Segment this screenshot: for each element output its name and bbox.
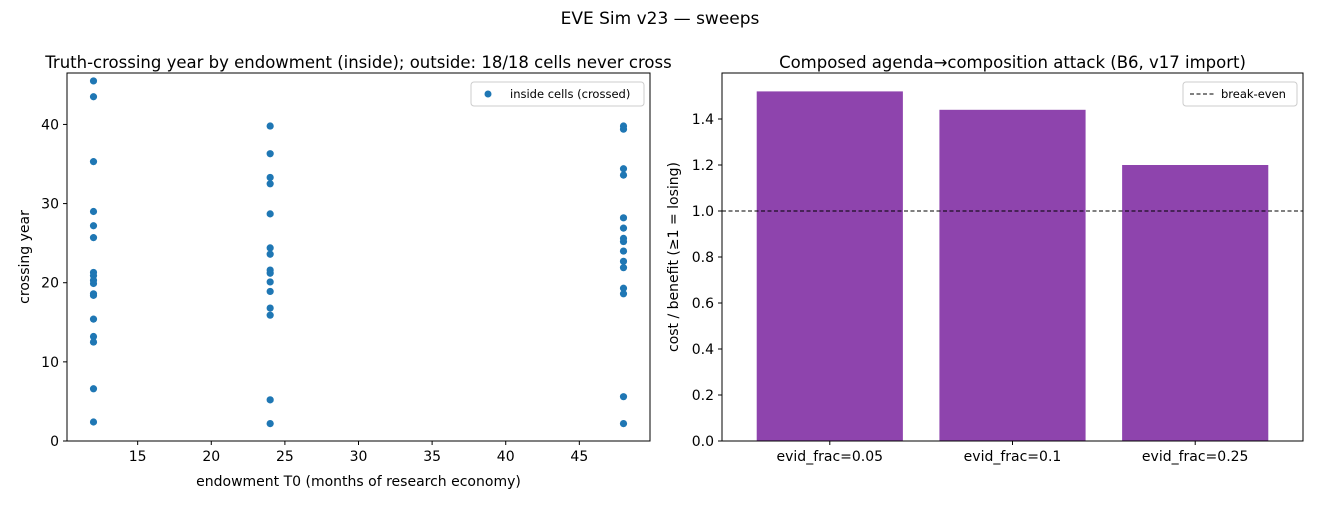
scatter-x-tick-label: 25 [276, 449, 294, 465]
scatter-point [619, 214, 628, 222]
scatter-legend: inside cells (crossed) [470, 81, 645, 107]
bar-y-tick-label: 0.0 [692, 434, 714, 450]
scatter-point [266, 244, 274, 252]
scatter-point [266, 269, 274, 277]
bar-y-tick-label: 0.6 [692, 296, 714, 312]
bar-x-axis: evid_frac=0.05 evid_frac=0.1 evid_frac=0.2… [777, 441, 1249, 465]
scatter-point [89, 93, 98, 101]
scatter-point [266, 304, 274, 312]
scatter-x-tick-label: 20 [202, 449, 220, 465]
scatter-point [266, 278, 274, 286]
scatter-point [266, 287, 274, 296]
bar-category-label: evid_frac=0.25 [1142, 449, 1249, 465]
figure-suptitle: EVE Sim v23 — sweeps [561, 9, 760, 29]
scatter-point [619, 247, 628, 255]
scatter-ylabel: crossing year [17, 210, 33, 304]
scatter-point [266, 419, 274, 428]
bar [939, 109, 1086, 442]
scatter-point [89, 315, 98, 323]
scatter-point [266, 210, 274, 218]
bar-y-tick-label: 0.8 [692, 250, 714, 266]
scatter-point [619, 290, 628, 298]
bar-legend-box [1182, 81, 1298, 107]
scatter-x-tick-label: 45 [570, 449, 588, 465]
scatter-x-tick-label: 35 [423, 449, 441, 465]
scatter-y-tick-label: 10 [41, 355, 59, 371]
bar-series [756, 91, 1269, 442]
scatter-y-axis: 0 10 20 30 40 [41, 117, 67, 450]
scatter-point [266, 396, 274, 404]
scatter-legend-box [470, 81, 645, 107]
scatter-legend-marker [484, 90, 492, 98]
scatter-point [619, 419, 628, 428]
scatter-y-tick-label: 40 [41, 117, 59, 133]
bar-chart: Composed agenda→composition attack (B6, … [666, 53, 1304, 465]
scatter-point [89, 222, 98, 230]
scatter-xlabel: endowment T0 (months of research economy… [196, 474, 521, 490]
scatter-points [89, 77, 628, 428]
bar-y-tick-label: 1.4 [692, 112, 714, 128]
bar-category-label: evid_frac=0.05 [777, 449, 884, 465]
bar-legend: break-even [1182, 81, 1298, 107]
bar-y-axis: 0.0 0.2 0.4 0.6 0.8 1.0 1.2 1.4 [692, 112, 722, 450]
scatter-point [89, 332, 98, 341]
scatter-point [266, 311, 274, 319]
scatter-point [619, 224, 628, 232]
bar-y-tick-label: 1.2 [692, 158, 714, 174]
bar [756, 91, 903, 442]
scatter-point [89, 418, 98, 426]
scatter-y-tick-label: 20 [41, 276, 59, 292]
scatter-chart: Truth-crossing year by endowment (inside… [17, 53, 672, 490]
scatter-point [266, 180, 274, 188]
scatter-point [619, 393, 628, 401]
scatter-point [89, 158, 98, 166]
scatter-point [89, 291, 98, 299]
scatter-point [619, 171, 628, 179]
bar [1122, 165, 1269, 441]
scatter-point [266, 173, 274, 182]
bar-ylabel: cost / benefit (≥1 = losing) [666, 162, 682, 352]
scatter-point [89, 385, 98, 393]
bar-y-tick-label: 0.2 [692, 388, 714, 404]
scatter-point [266, 150, 274, 158]
scatter-point [89, 338, 98, 346]
bar-legend-label: break-even [1221, 87, 1286, 101]
scatter-point [619, 284, 628, 292]
scatter-x-axis: 15 20 25 30 35 40 45 [129, 441, 588, 465]
scatter-x-tick-label: 30 [350, 449, 368, 465]
scatter-point [619, 264, 628, 272]
scatter-plot-area [66, 72, 651, 442]
bar-title: Composed agenda→composition attack (B6, … [779, 53, 1246, 72]
scatter-point [266, 122, 274, 130]
scatter-point [619, 257, 628, 265]
scatter-point [89, 279, 98, 288]
scatter-point [89, 207, 98, 216]
scatter-x-tick-label: 40 [497, 449, 515, 465]
bar-y-tick-label: 0.4 [692, 342, 714, 358]
scatter-legend-label: inside cells (crossed) [510, 87, 630, 101]
scatter-title: Truth-crossing year by endowment (inside… [44, 53, 671, 72]
scatter-y-tick-label: 30 [41, 197, 59, 213]
scatter-point [89, 77, 98, 85]
scatter-point [619, 125, 628, 133]
bar-y-tick-label: 1.0 [692, 204, 714, 220]
scatter-x-tick-label: 15 [129, 449, 147, 465]
scatter-y-tick-label: 0 [50, 434, 59, 450]
scatter-point [89, 234, 98, 242]
bar-category-label: evid_frac=0.1 [964, 449, 1062, 465]
scatter-point [619, 165, 628, 173]
scatter-point [619, 237, 628, 246]
scatter-point [266, 250, 274, 258]
